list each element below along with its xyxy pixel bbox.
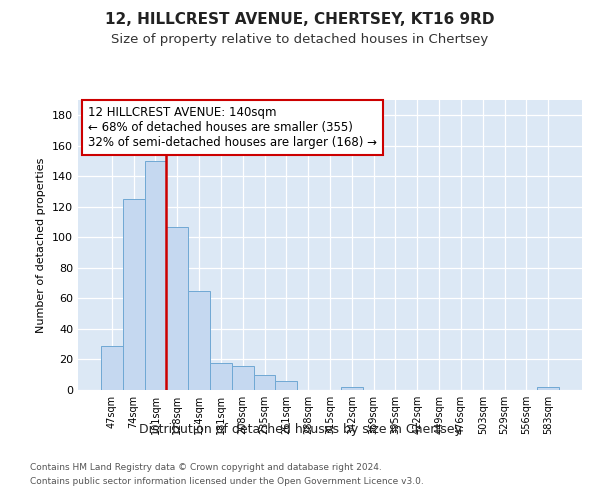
Bar (123, 199, 145, 390)
Y-axis label: Number of detached properties: Number of detached properties (37, 158, 46, 332)
Bar (101, 346, 123, 390)
Bar (341, 387, 363, 390)
Text: 12 HILLCREST AVENUE: 140sqm
← 68% of detached houses are smaller (355)
32% of se: 12 HILLCREST AVENUE: 140sqm ← 68% of det… (88, 106, 377, 149)
Bar (210, 362, 232, 390)
Text: Size of property relative to detached houses in Chertsey: Size of property relative to detached ho… (112, 32, 488, 46)
Bar (166, 226, 188, 390)
Text: Contains HM Land Registry data © Crown copyright and database right 2024.: Contains HM Land Registry data © Crown c… (30, 462, 382, 471)
Bar (232, 366, 254, 390)
Text: 12, HILLCREST AVENUE, CHERTSEY, KT16 9RD: 12, HILLCREST AVENUE, CHERTSEY, KT16 9RD (105, 12, 495, 28)
Bar (537, 387, 559, 390)
Text: Contains public sector information licensed under the Open Government Licence v3: Contains public sector information licen… (30, 478, 424, 486)
Text: Distribution of detached houses by size in Chertsey: Distribution of detached houses by size … (139, 422, 461, 436)
Bar (254, 374, 275, 390)
Bar (188, 291, 210, 390)
Bar (275, 381, 297, 390)
Bar (145, 161, 166, 390)
